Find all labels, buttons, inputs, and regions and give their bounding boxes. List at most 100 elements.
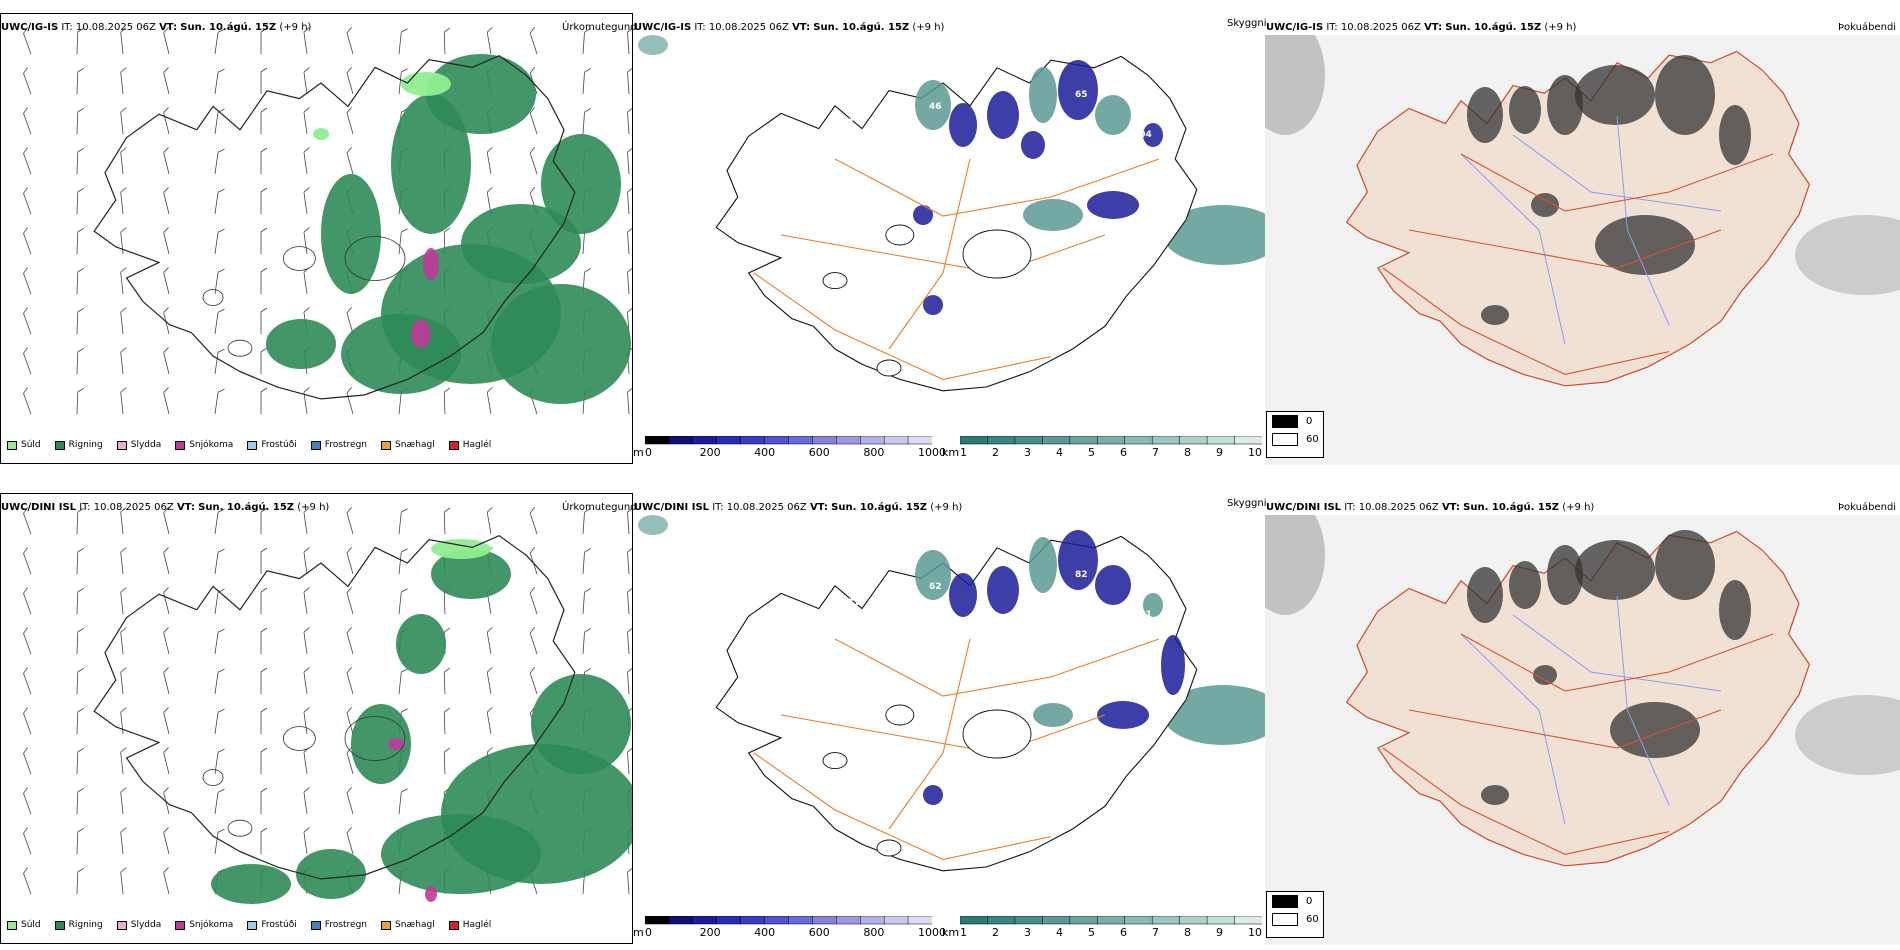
wind-barb <box>76 227 85 255</box>
wind-barb <box>76 387 85 415</box>
colorbar-tick: 10 <box>1248 446 1262 459</box>
it-value: 10.08.2025 06Z <box>75 22 156 33</box>
wind-barb <box>163 867 170 895</box>
fog-legend-row: 60 <box>1267 910 1323 928</box>
ceiling-label: 62 <box>841 118 854 128</box>
colorbar-cell <box>1206 916 1236 925</box>
ceiling-label: 37 <box>856 570 869 580</box>
ceiling-label: 53 <box>1002 558 1015 568</box>
wind-barb <box>120 667 127 695</box>
wind-barb <box>486 387 493 415</box>
it-value: 10.08.2025 06Z <box>1340 22 1421 33</box>
colorbar-strip <box>645 916 932 925</box>
lead-time: (+9 h) <box>930 502 963 513</box>
lead-time: (+9 h) <box>912 22 945 33</box>
road-line <box>753 752 1052 860</box>
legend-item: Snjókoma <box>175 920 233 930</box>
fog-legend-swatch <box>1272 414 1298 428</box>
river-line <box>1460 153 1566 345</box>
wind-barb <box>398 668 408 695</box>
legend-swatch <box>7 440 17 450</box>
fog-legend-value: 0 <box>1306 895 1313 907</box>
wind-barb <box>582 28 591 55</box>
wind-barb <box>120 507 127 535</box>
precip-map-bottom <box>23 507 632 904</box>
it-label: IT: <box>712 502 724 513</box>
fog-map-top <box>1265 35 1900 465</box>
ceiling-label: 110 <box>1148 582 1167 592</box>
it-value: 10.08.2025 06Z <box>1358 502 1439 513</box>
wind-barb <box>214 348 225 375</box>
wind-barb <box>346 827 354 855</box>
colorbar-tick: 4 <box>1056 926 1063 939</box>
river-line <box>1616 595 1670 806</box>
legend-swatch <box>310 920 321 930</box>
legend-item: Frostúði <box>247 920 297 930</box>
wind-barb <box>303 667 310 695</box>
legend-swatch <box>381 440 392 450</box>
wind-barb <box>443 27 451 55</box>
legend-item: Frostregn <box>310 920 367 930</box>
wind-barb <box>346 107 354 135</box>
colorbar-cell <box>836 916 861 925</box>
wind-barb <box>120 67 127 95</box>
road-line <box>780 234 1106 274</box>
colorbar-cell <box>1206 436 1236 445</box>
road-line <box>1382 267 1670 375</box>
vt-value: Sun. 10.ágú. 15Z <box>1463 502 1560 513</box>
wind-barb <box>346 387 354 415</box>
wind-barb <box>76 107 85 135</box>
legend-item: Slydda <box>116 440 161 450</box>
ceiling-label: 36 <box>1060 118 1073 128</box>
colorbar-cell <box>668 436 694 445</box>
wind-barb <box>23 187 32 215</box>
wind-barb <box>260 387 268 414</box>
colorbar-cell <box>987 436 1016 445</box>
colorbar-tick: 6 <box>1120 446 1127 459</box>
wind-barb <box>214 788 225 815</box>
fog-legend-top: 0 60 <box>1266 411 1324 458</box>
vt-label: VT: <box>1424 22 1443 33</box>
wind-barb <box>443 507 451 535</box>
road-line <box>834 158 1160 217</box>
fog-legend-value: 60 <box>1306 433 1319 445</box>
wind-barb <box>214 68 225 95</box>
colorbar-cell <box>645 436 670 445</box>
colorbar-cell <box>692 436 718 445</box>
wind-barb <box>214 828 225 855</box>
road-line <box>780 714 1106 754</box>
wind-barb <box>23 387 32 415</box>
wind-barb <box>23 147 32 175</box>
colorbar-cell <box>1124 436 1153 445</box>
glacier-outline <box>885 224 915 246</box>
legend-swatch <box>247 440 258 450</box>
wind-barb <box>23 347 32 375</box>
legend-swatch <box>448 440 459 450</box>
wind-barb <box>163 267 170 295</box>
wind-barb <box>163 307 170 335</box>
glacier-outline <box>885 704 915 726</box>
fog-panel-top <box>1265 35 1900 465</box>
ceiling-colorbar-top: m 0 200 400 600 800 1000 <box>633 436 946 462</box>
wind-barb <box>582 588 591 615</box>
colorbar-tick: 8 <box>1184 926 1191 939</box>
ceiling-label: 59 <box>914 610 927 620</box>
wind-barb <box>627 547 632 575</box>
colorbar-cell <box>860 436 885 445</box>
wind-barb <box>260 827 268 854</box>
wind-barb <box>120 227 127 255</box>
legend-item: Slydda <box>116 920 161 930</box>
wind-barb <box>163 227 170 255</box>
vt-value: Sun. 10.ágú. 15Z <box>813 22 910 33</box>
river-line <box>1460 633 1566 825</box>
wind-barb <box>486 507 493 535</box>
wind-barb <box>76 147 85 175</box>
glacier-outline <box>202 289 224 306</box>
colorbar-tick: 5 <box>1088 446 1095 459</box>
ceiling-label: 62 <box>929 582 942 592</box>
wind-barb <box>398 548 408 575</box>
colorbar-strip <box>960 436 1262 445</box>
wind-barb <box>214 188 225 215</box>
lead-time: (+9 h) <box>297 502 330 513</box>
wind-barb <box>76 67 85 95</box>
